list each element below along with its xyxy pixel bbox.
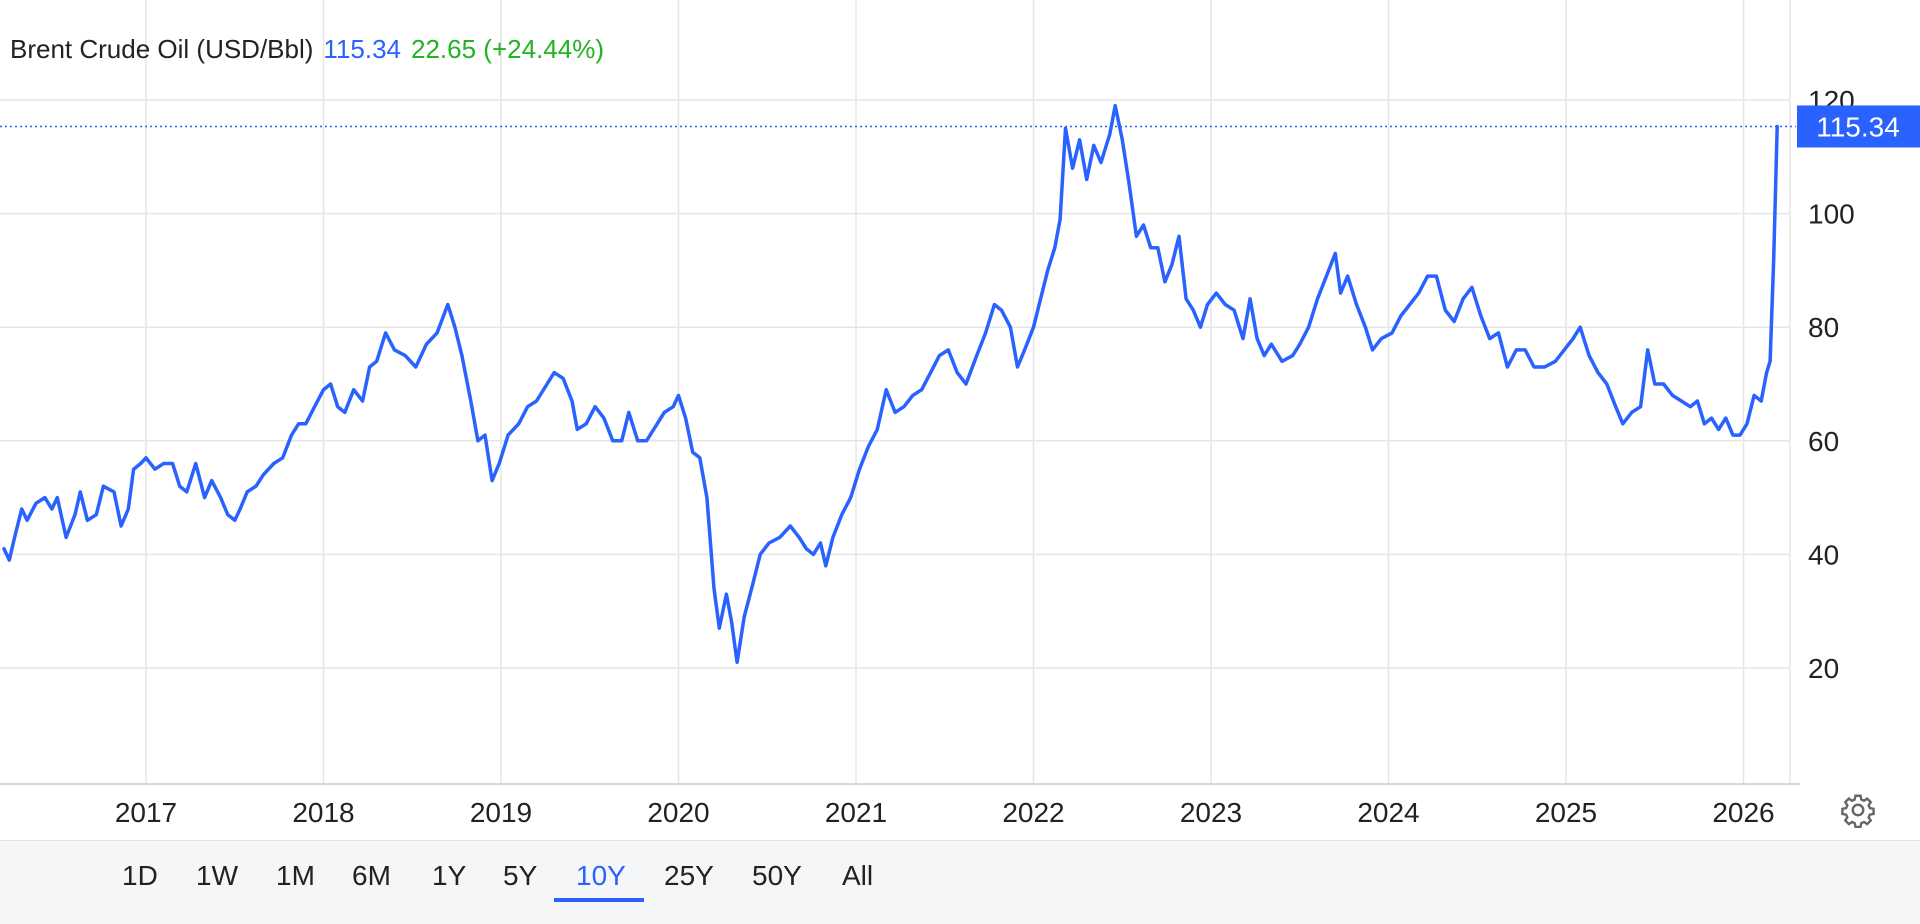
- range-button-all[interactable]: All: [842, 860, 874, 891]
- y-tick-label: 20: [1808, 653, 1839, 684]
- y-tick-label: 60: [1808, 426, 1839, 457]
- x-tick-label: 2024: [1357, 797, 1419, 828]
- current-price-label: 115.34: [1816, 111, 1900, 142]
- y-tick-label: 100: [1808, 199, 1855, 230]
- range-button-1w[interactable]: 1W: [196, 860, 238, 891]
- price-label-group: 115.34: [0, 105, 1920, 148]
- y-tick-label: 80: [1808, 312, 1839, 343]
- series-line-group: [2, 103, 1779, 665]
- range-selector: [0, 840, 1920, 924]
- active-range-underline: [554, 898, 644, 902]
- series-line: [2, 103, 1779, 665]
- range-button-25y[interactable]: 25Y: [664, 860, 714, 891]
- instrument-name: Brent Crude Oil (USD/Bbl): [10, 34, 314, 64]
- y-tick-label: 40: [1808, 539, 1839, 570]
- x-tick-label: 2019: [470, 797, 532, 828]
- range-button-50y[interactable]: 50Y: [752, 860, 802, 891]
- range-button-6m[interactable]: 6M: [352, 860, 391, 891]
- gear-icon[interactable]: [1840, 792, 1876, 829]
- x-tick-label: 2023: [1180, 797, 1242, 828]
- grid: [0, 0, 1790, 784]
- x-tick-label: 2020: [647, 797, 709, 828]
- x-tick-label: 2022: [1002, 797, 1064, 828]
- x-tick-label: 2017: [115, 797, 177, 828]
- range-button-5y[interactable]: 5Y: [503, 860, 538, 891]
- x-tick-label: 2018: [292, 797, 354, 828]
- current-price: 115.34: [323, 34, 402, 64]
- x-tick-label: 2021: [825, 797, 887, 828]
- price-change: 22.65 (+24.44%): [411, 34, 604, 64]
- range-button-1d[interactable]: 1D: [122, 860, 158, 891]
- range-button-1m[interactable]: 1M: [276, 860, 315, 891]
- range-button-1y[interactable]: 1Y: [432, 860, 467, 891]
- current-price-box: [1797, 105, 1920, 148]
- x-tick-label: 2026: [1712, 797, 1774, 828]
- range-button-10y[interactable]: 10Y: [576, 860, 626, 891]
- chart-header: Brent Crude Oil (USD/Bbl) 115.34 22.65 (+2…: [10, 34, 614, 65]
- x-tick-label: 2025: [1535, 797, 1597, 828]
- gear-icon-graphic: [1841, 794, 1875, 829]
